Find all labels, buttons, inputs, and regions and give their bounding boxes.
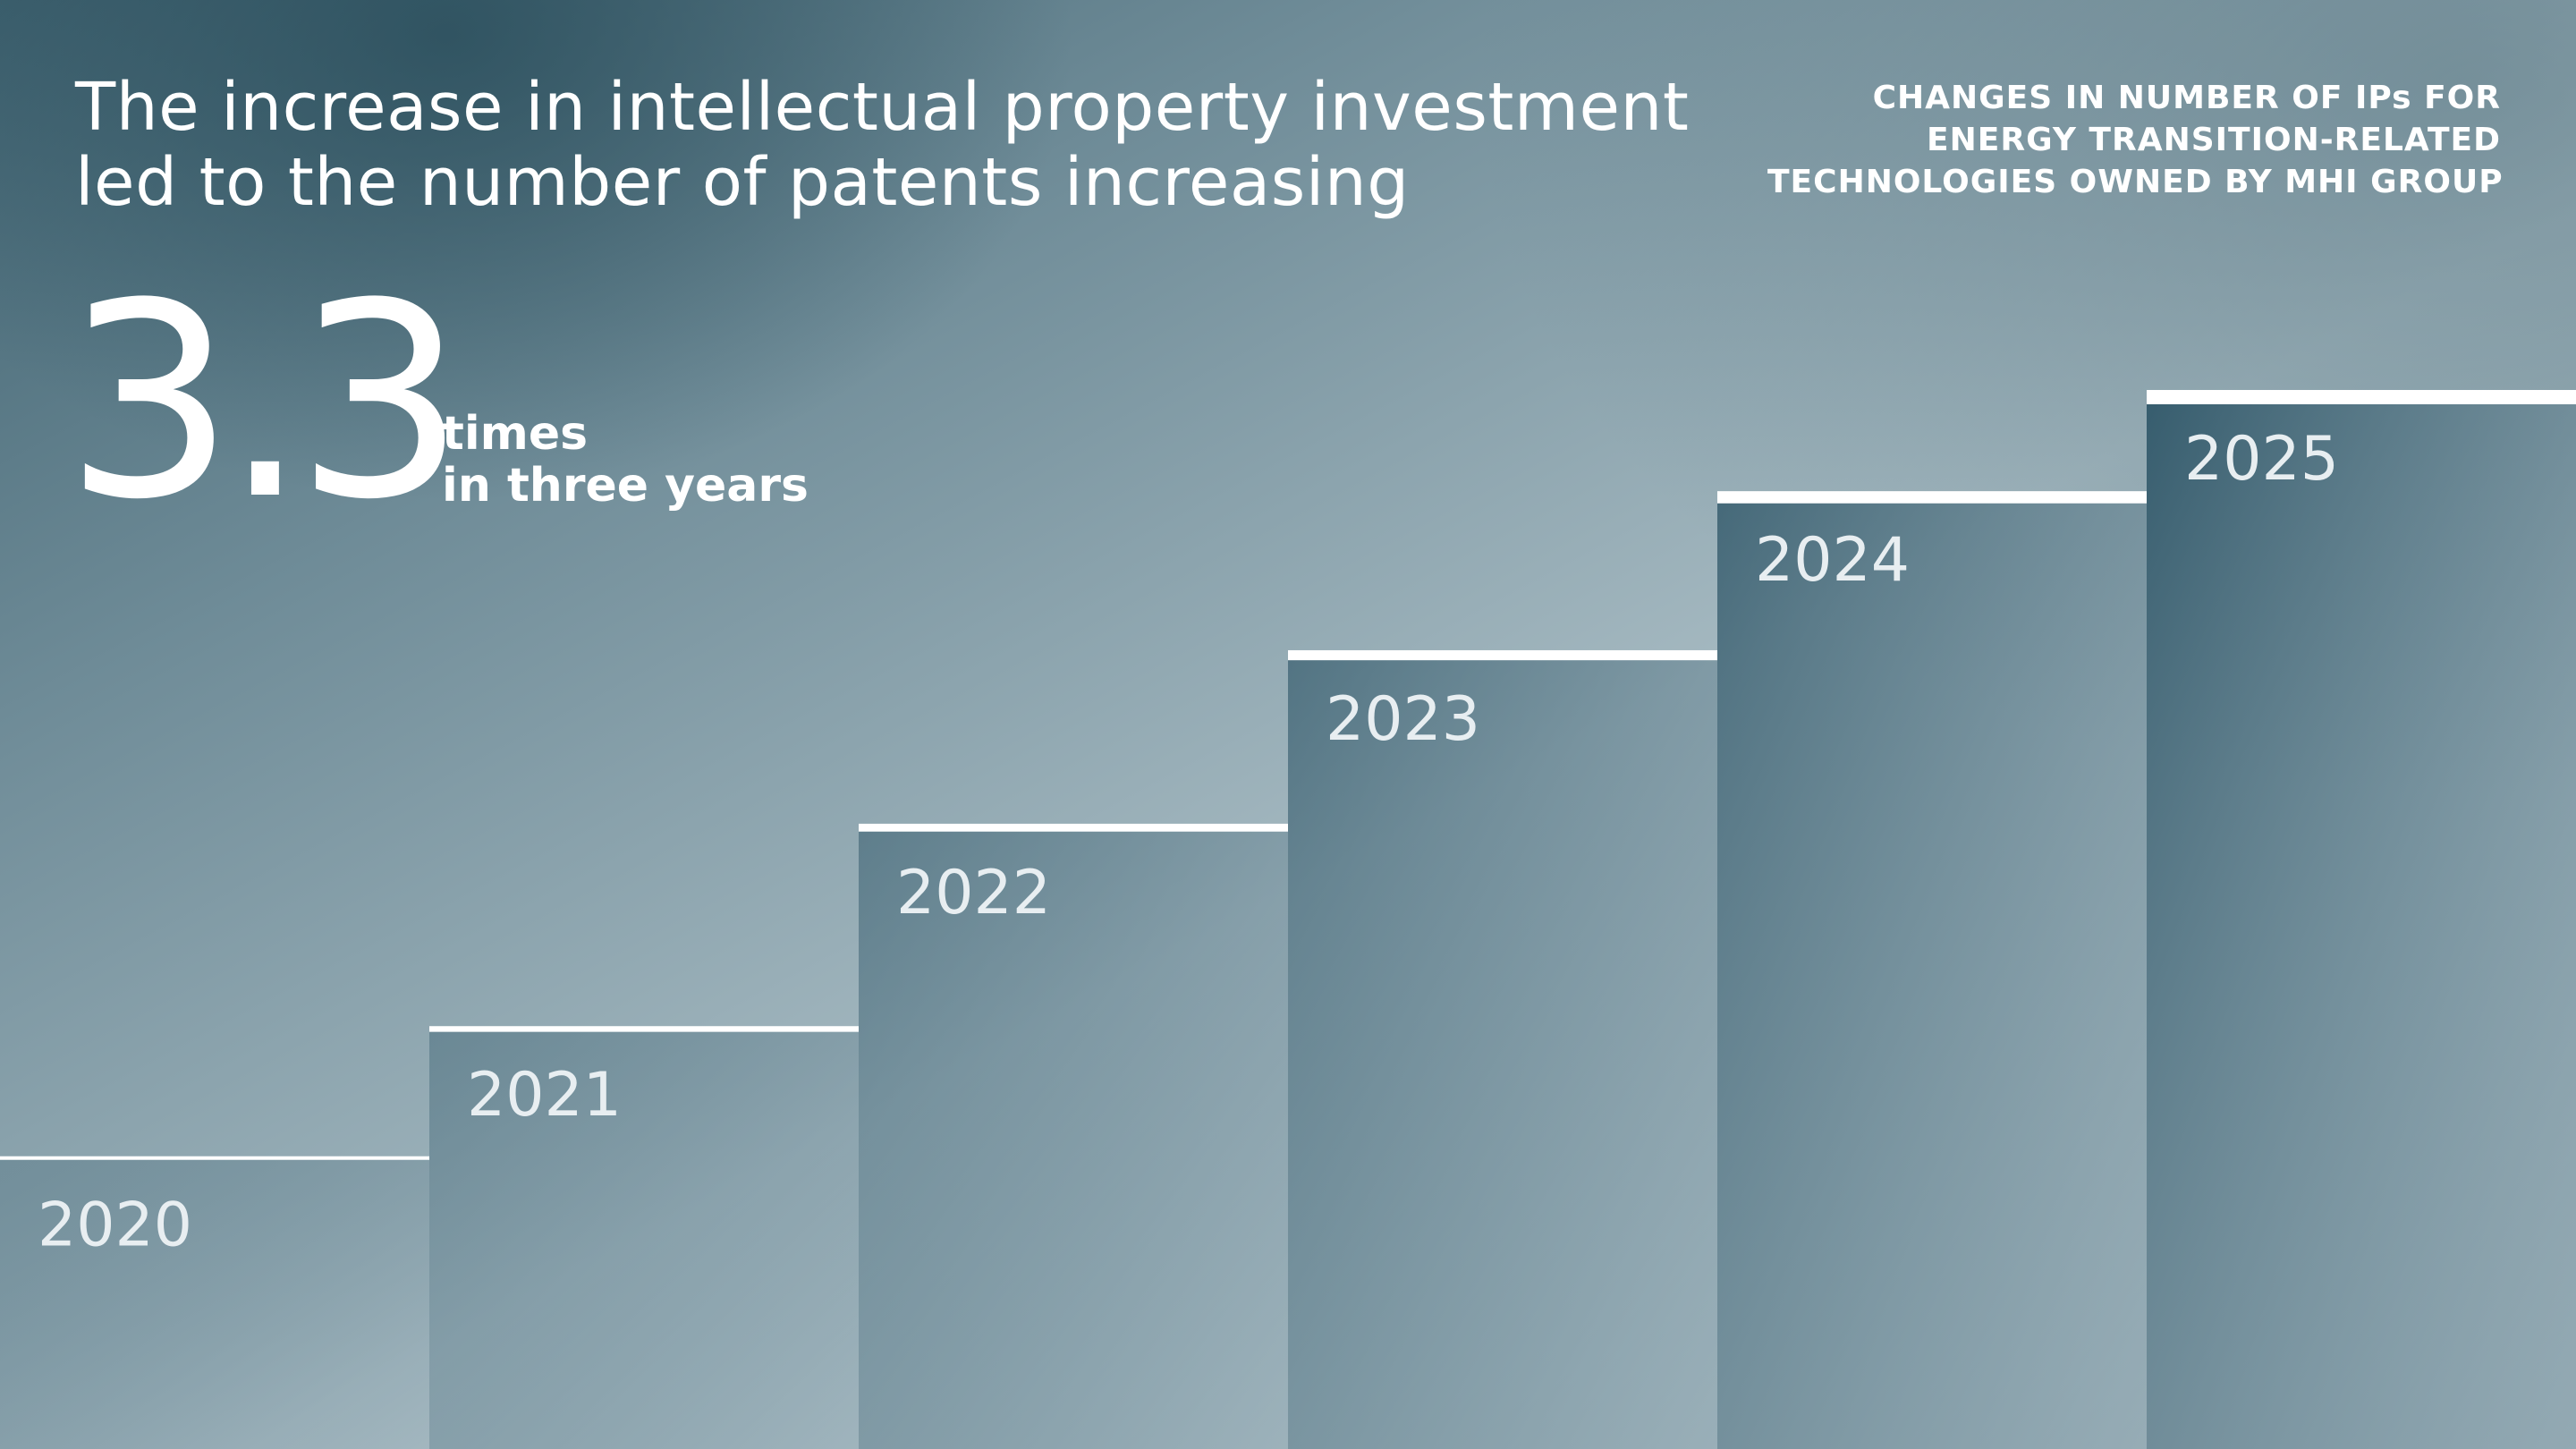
- bar-top-line-2022: [859, 823, 1288, 832]
- chart-subtitle: CHANGES IN NUMBER OF IPs FOR ENERGY TRAN…: [1767, 77, 2504, 203]
- bar-top-line-2024: [1717, 491, 2147, 504]
- bar-2024: [1717, 495, 2147, 1449]
- kpi-unit-line-2: in three years: [442, 459, 809, 513]
- bar-2022: [859, 826, 1288, 1449]
- kpi-caption: times in three years: [442, 408, 809, 512]
- year-label-2025: 2025: [2184, 424, 2339, 495]
- headline: The increase in intellectual property in…: [75, 70, 1757, 220]
- subtitle-line-1: CHANGES IN NUMBER OF IPs FOR: [1872, 80, 2501, 116]
- year-label-2024: 2024: [1755, 525, 1910, 596]
- bar-2023: [1288, 653, 1717, 1449]
- bar-2025: [2147, 394, 2576, 1449]
- headline-line-1: The increase in intellectual property in…: [75, 69, 1690, 146]
- bar-top-line-2023: [1288, 649, 1717, 661]
- year-label-2021: 2021: [467, 1060, 622, 1131]
- bar-2020: [0, 1159, 429, 1449]
- kpi-value: 3.3: [64, 246, 466, 558]
- bar-top-line-2020: [0, 1156, 429, 1160]
- kpi-unit-line-1: times: [442, 407, 589, 461]
- year-label-2023: 2023: [1326, 684, 1480, 755]
- headline-line-2: led to the number of patents increasing: [75, 144, 1410, 221]
- bar-top-line-2025: [2147, 390, 2576, 404]
- bar-top-line-2021: [429, 1026, 859, 1032]
- subtitle-line-3: TECHNOLOGIES OWNED BY MHI GROUP: [1767, 164, 2504, 200]
- subtitle-line-2: ENERGY TRANSITION-RELATED: [1927, 122, 2501, 158]
- year-label-2022: 2022: [896, 858, 1051, 928]
- bar-2021: [429, 1030, 859, 1449]
- year-label-2020: 2020: [38, 1191, 192, 1261]
